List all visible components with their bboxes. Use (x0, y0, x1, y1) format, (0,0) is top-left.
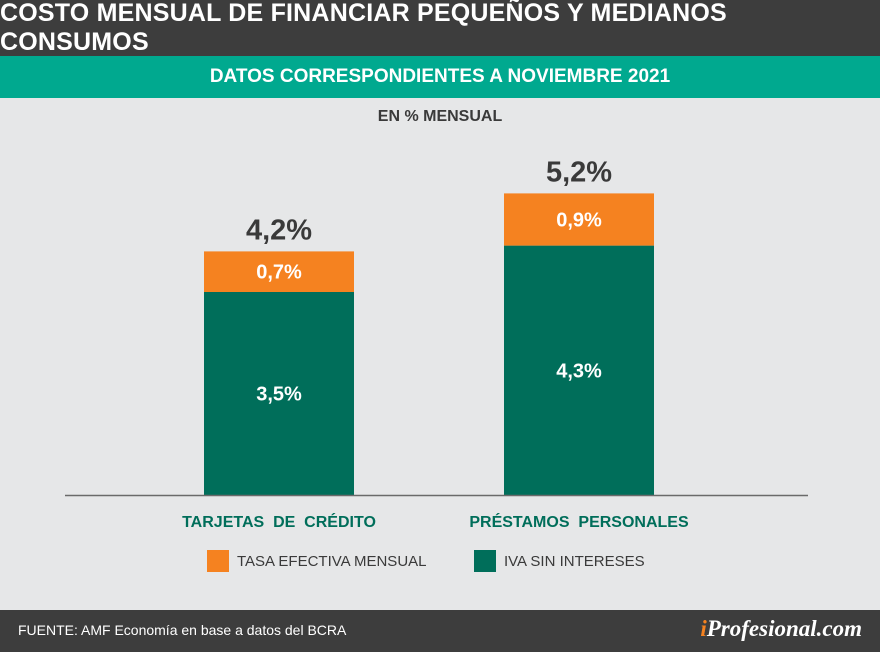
legend-label-iva: IVA SIN INTERESES (504, 552, 645, 570)
legend-item-tasa: TASA EFECTIVA MENSUAL (207, 550, 427, 572)
bar-segment-tasa-0 (204, 251, 354, 292)
data-label-tasa-0: 0,7% (256, 262, 302, 284)
legend-swatch-iva (474, 550, 496, 572)
legend-label-tasa: TASA EFECTIVA MENSUAL (237, 552, 427, 570)
logo-text: Profesional.com (706, 616, 862, 641)
chart-subtitle: DATOS CORRESPONDIENTES A NOVIEMBRE 2021 (0, 56, 880, 98)
footer: FUENTE: AMF Economía en base a datos del… (0, 610, 880, 652)
legend-item-iva: IVA SIN INTERESES (474, 550, 645, 572)
bar-segment-iva-0 (204, 292, 354, 495)
data-label-iva-0: 3,5% (256, 384, 302, 406)
legend-swatch-tasa (207, 550, 229, 572)
data-label-iva-1: 4,3% (556, 360, 602, 382)
category-label-1: PRÉSTAMOS PERSONALES (469, 512, 689, 531)
legend: TASA EFECTIVA MENSUAL IVA SIN INTERESES (0, 550, 880, 574)
total-label-0: 4,2% (246, 214, 312, 246)
data-label-tasa-1: 0,9% (556, 210, 602, 232)
chart-title: COSTO MENSUAL DE FINANCIAR PEQUEÑOS Y ME… (0, 0, 880, 56)
unit-label: EN % MENSUAL (377, 108, 503, 125)
total-label-1: 5,2% (546, 156, 612, 188)
bar-segment-iva-1 (504, 245, 654, 495)
brand-logo: iProfesional.com (700, 616, 862, 642)
source-note: FUENTE: AMF Economía en base a datos del… (18, 622, 347, 638)
bar-segment-tasa-1 (504, 193, 654, 246)
category-label-0: TARJETAS DE CRÉDITO (182, 512, 376, 531)
logo-prefix: i (700, 616, 707, 641)
